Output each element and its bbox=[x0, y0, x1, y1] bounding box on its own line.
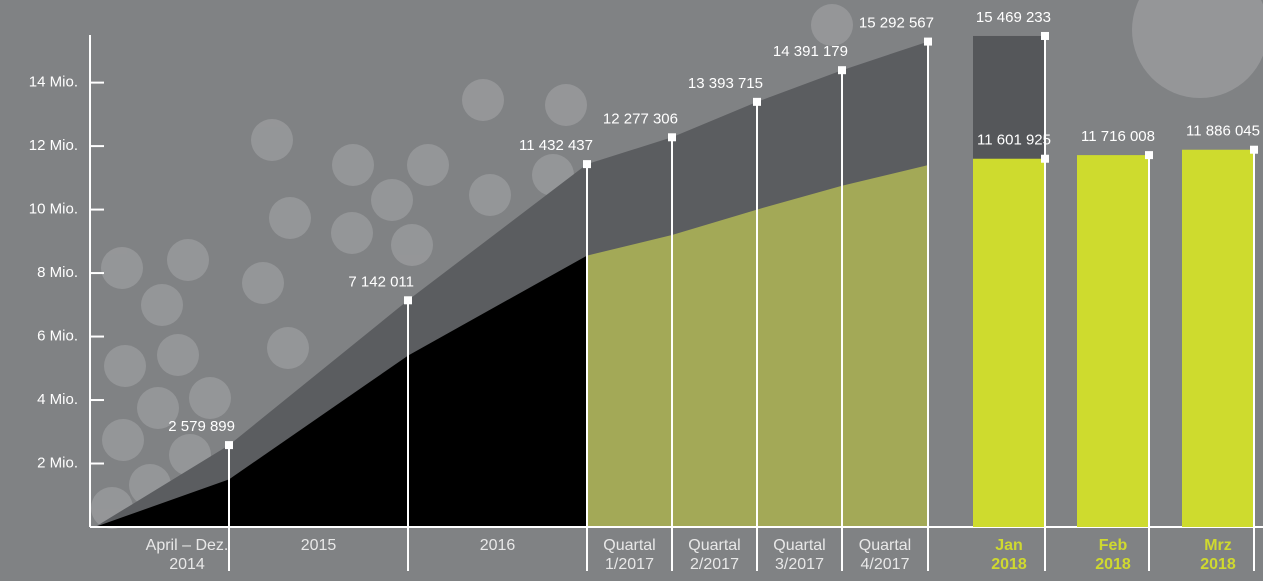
value-label: 14 391 179 bbox=[773, 43, 848, 60]
x-tick-label: 2018 bbox=[991, 556, 1027, 573]
bar bbox=[1077, 155, 1149, 527]
value-label: 2 579 899 bbox=[168, 418, 235, 435]
area-segment bbox=[672, 209, 757, 528]
value-label: 15 292 567 bbox=[859, 15, 934, 32]
area-segment bbox=[408, 255, 587, 527]
value-label: 12 277 306 bbox=[603, 110, 678, 127]
value-label: 11 716 008 bbox=[1081, 128, 1155, 145]
value-label: 11 886 045 bbox=[1186, 123, 1260, 140]
x-tick-label: 2014 bbox=[169, 556, 205, 573]
x-tick-label: Quartal bbox=[859, 537, 911, 554]
marker bbox=[583, 160, 591, 169]
x-tick-label: 2015 bbox=[301, 537, 337, 554]
x-tick-label: Quartal bbox=[688, 537, 740, 554]
area-segment bbox=[587, 234, 672, 528]
x-tick-label: April – Dez. bbox=[146, 537, 229, 554]
area-segment bbox=[757, 185, 842, 527]
marker bbox=[924, 37, 932, 46]
x-tick-label: Feb bbox=[1099, 537, 1128, 554]
y-tick-label: 10 Mio. bbox=[29, 201, 78, 218]
y-tick-label: 8 Mio. bbox=[37, 264, 78, 281]
marker bbox=[1041, 154, 1049, 163]
marker bbox=[1041, 31, 1049, 40]
marker bbox=[753, 97, 761, 106]
x-tick-label: 3/2017 bbox=[775, 556, 824, 573]
marker bbox=[668, 133, 676, 142]
y-tick-label: 14 Mio. bbox=[29, 74, 78, 91]
marker bbox=[1250, 145, 1258, 154]
x-tick-label: Quartal bbox=[603, 537, 655, 554]
marker bbox=[225, 441, 233, 450]
x-tick-label: 2/2017 bbox=[690, 556, 739, 573]
x-tick-label: 2018 bbox=[1200, 556, 1236, 573]
x-tick-label: 1/2017 bbox=[605, 556, 654, 573]
decoration bbox=[91, 0, 1263, 529]
y-tick-label: 4 Mio. bbox=[37, 391, 78, 408]
area-segment bbox=[229, 355, 408, 527]
bar bbox=[1182, 149, 1254, 527]
x-tick-label: Quartal bbox=[773, 537, 825, 554]
value-label: 11 432 437 bbox=[519, 137, 593, 154]
value-label: 15 469 233 bbox=[976, 9, 1051, 26]
y-tick-label: 6 Mio. bbox=[37, 328, 78, 345]
y-tick-label: 12 Mio. bbox=[29, 137, 78, 154]
bar bbox=[973, 158, 1045, 527]
x-tick-label: 2018 bbox=[1095, 556, 1131, 573]
area-segment bbox=[842, 165, 928, 527]
x-tick-label: 4/2017 bbox=[861, 556, 910, 573]
area-segment bbox=[95, 479, 229, 527]
value-label: 7 142 011 bbox=[348, 273, 414, 290]
x-tick-label: Jan bbox=[995, 537, 1023, 554]
marker bbox=[1145, 151, 1153, 160]
value-label: 11 601 925 bbox=[977, 132, 1051, 149]
y-tick-label: 2 Mio. bbox=[37, 454, 78, 471]
marker bbox=[404, 296, 412, 305]
x-tick-label: Mrz bbox=[1204, 537, 1232, 554]
x-tick-label: 2016 bbox=[480, 537, 516, 554]
marker bbox=[838, 66, 846, 75]
value-label: 13 393 715 bbox=[688, 75, 763, 92]
